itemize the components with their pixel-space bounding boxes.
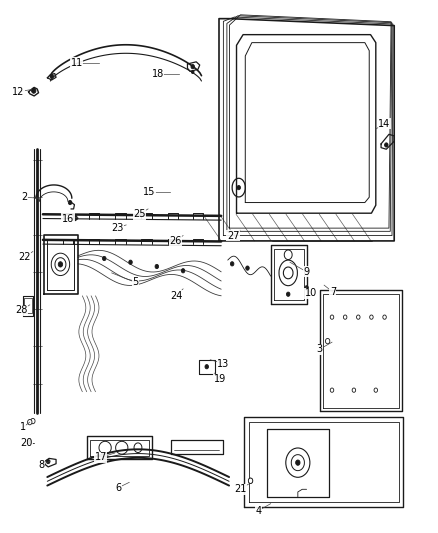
Text: 1: 1 <box>20 423 26 432</box>
Text: 24: 24 <box>170 291 182 301</box>
Circle shape <box>248 478 253 483</box>
Text: 16: 16 <box>62 214 74 223</box>
Circle shape <box>330 315 334 319</box>
Circle shape <box>343 315 347 319</box>
Circle shape <box>237 185 240 190</box>
Circle shape <box>305 286 308 290</box>
Circle shape <box>46 459 50 464</box>
Circle shape <box>205 365 208 369</box>
Circle shape <box>230 262 234 266</box>
Circle shape <box>385 143 388 147</box>
Text: 26: 26 <box>169 236 181 246</box>
Text: 19: 19 <box>214 375 226 384</box>
Circle shape <box>248 478 253 483</box>
Circle shape <box>325 338 330 344</box>
Text: 11: 11 <box>71 58 83 68</box>
Circle shape <box>50 74 53 78</box>
Circle shape <box>58 262 63 267</box>
Circle shape <box>374 388 378 392</box>
Text: 6: 6 <box>115 483 121 492</box>
Text: 9: 9 <box>304 267 310 277</box>
Text: 14: 14 <box>378 119 391 128</box>
Text: 4: 4 <box>255 506 261 515</box>
Circle shape <box>32 88 36 93</box>
Text: 17: 17 <box>95 453 107 462</box>
Text: 7: 7 <box>330 287 336 297</box>
Text: 27: 27 <box>227 231 239 240</box>
Text: 3: 3 <box>317 344 323 354</box>
Circle shape <box>246 266 249 270</box>
Circle shape <box>31 418 35 424</box>
Text: 21: 21 <box>234 484 246 494</box>
Circle shape <box>191 70 194 74</box>
Circle shape <box>286 292 290 296</box>
Text: 12: 12 <box>12 87 25 96</box>
Text: 20: 20 <box>20 439 32 448</box>
Circle shape <box>191 64 194 69</box>
Text: 8: 8 <box>39 460 45 470</box>
Text: 28: 28 <box>15 305 27 315</box>
Circle shape <box>352 388 356 392</box>
Circle shape <box>383 315 386 319</box>
Text: 22: 22 <box>18 252 30 262</box>
Circle shape <box>357 315 360 319</box>
Text: 23: 23 <box>111 223 124 233</box>
Circle shape <box>28 439 32 443</box>
Circle shape <box>74 215 77 220</box>
Text: 10: 10 <box>305 288 317 298</box>
Text: 18: 18 <box>152 69 164 78</box>
Circle shape <box>28 419 32 425</box>
Circle shape <box>155 264 159 269</box>
Text: 25: 25 <box>133 209 145 219</box>
Text: 5: 5 <box>133 278 139 287</box>
Circle shape <box>102 256 106 261</box>
Circle shape <box>330 388 334 392</box>
Circle shape <box>181 269 185 273</box>
Text: 13: 13 <box>217 359 230 368</box>
Circle shape <box>370 315 373 319</box>
Text: 2: 2 <box>21 192 27 202</box>
Circle shape <box>68 200 72 205</box>
Text: 15: 15 <box>143 187 155 197</box>
Circle shape <box>129 260 132 264</box>
Circle shape <box>296 460 300 465</box>
